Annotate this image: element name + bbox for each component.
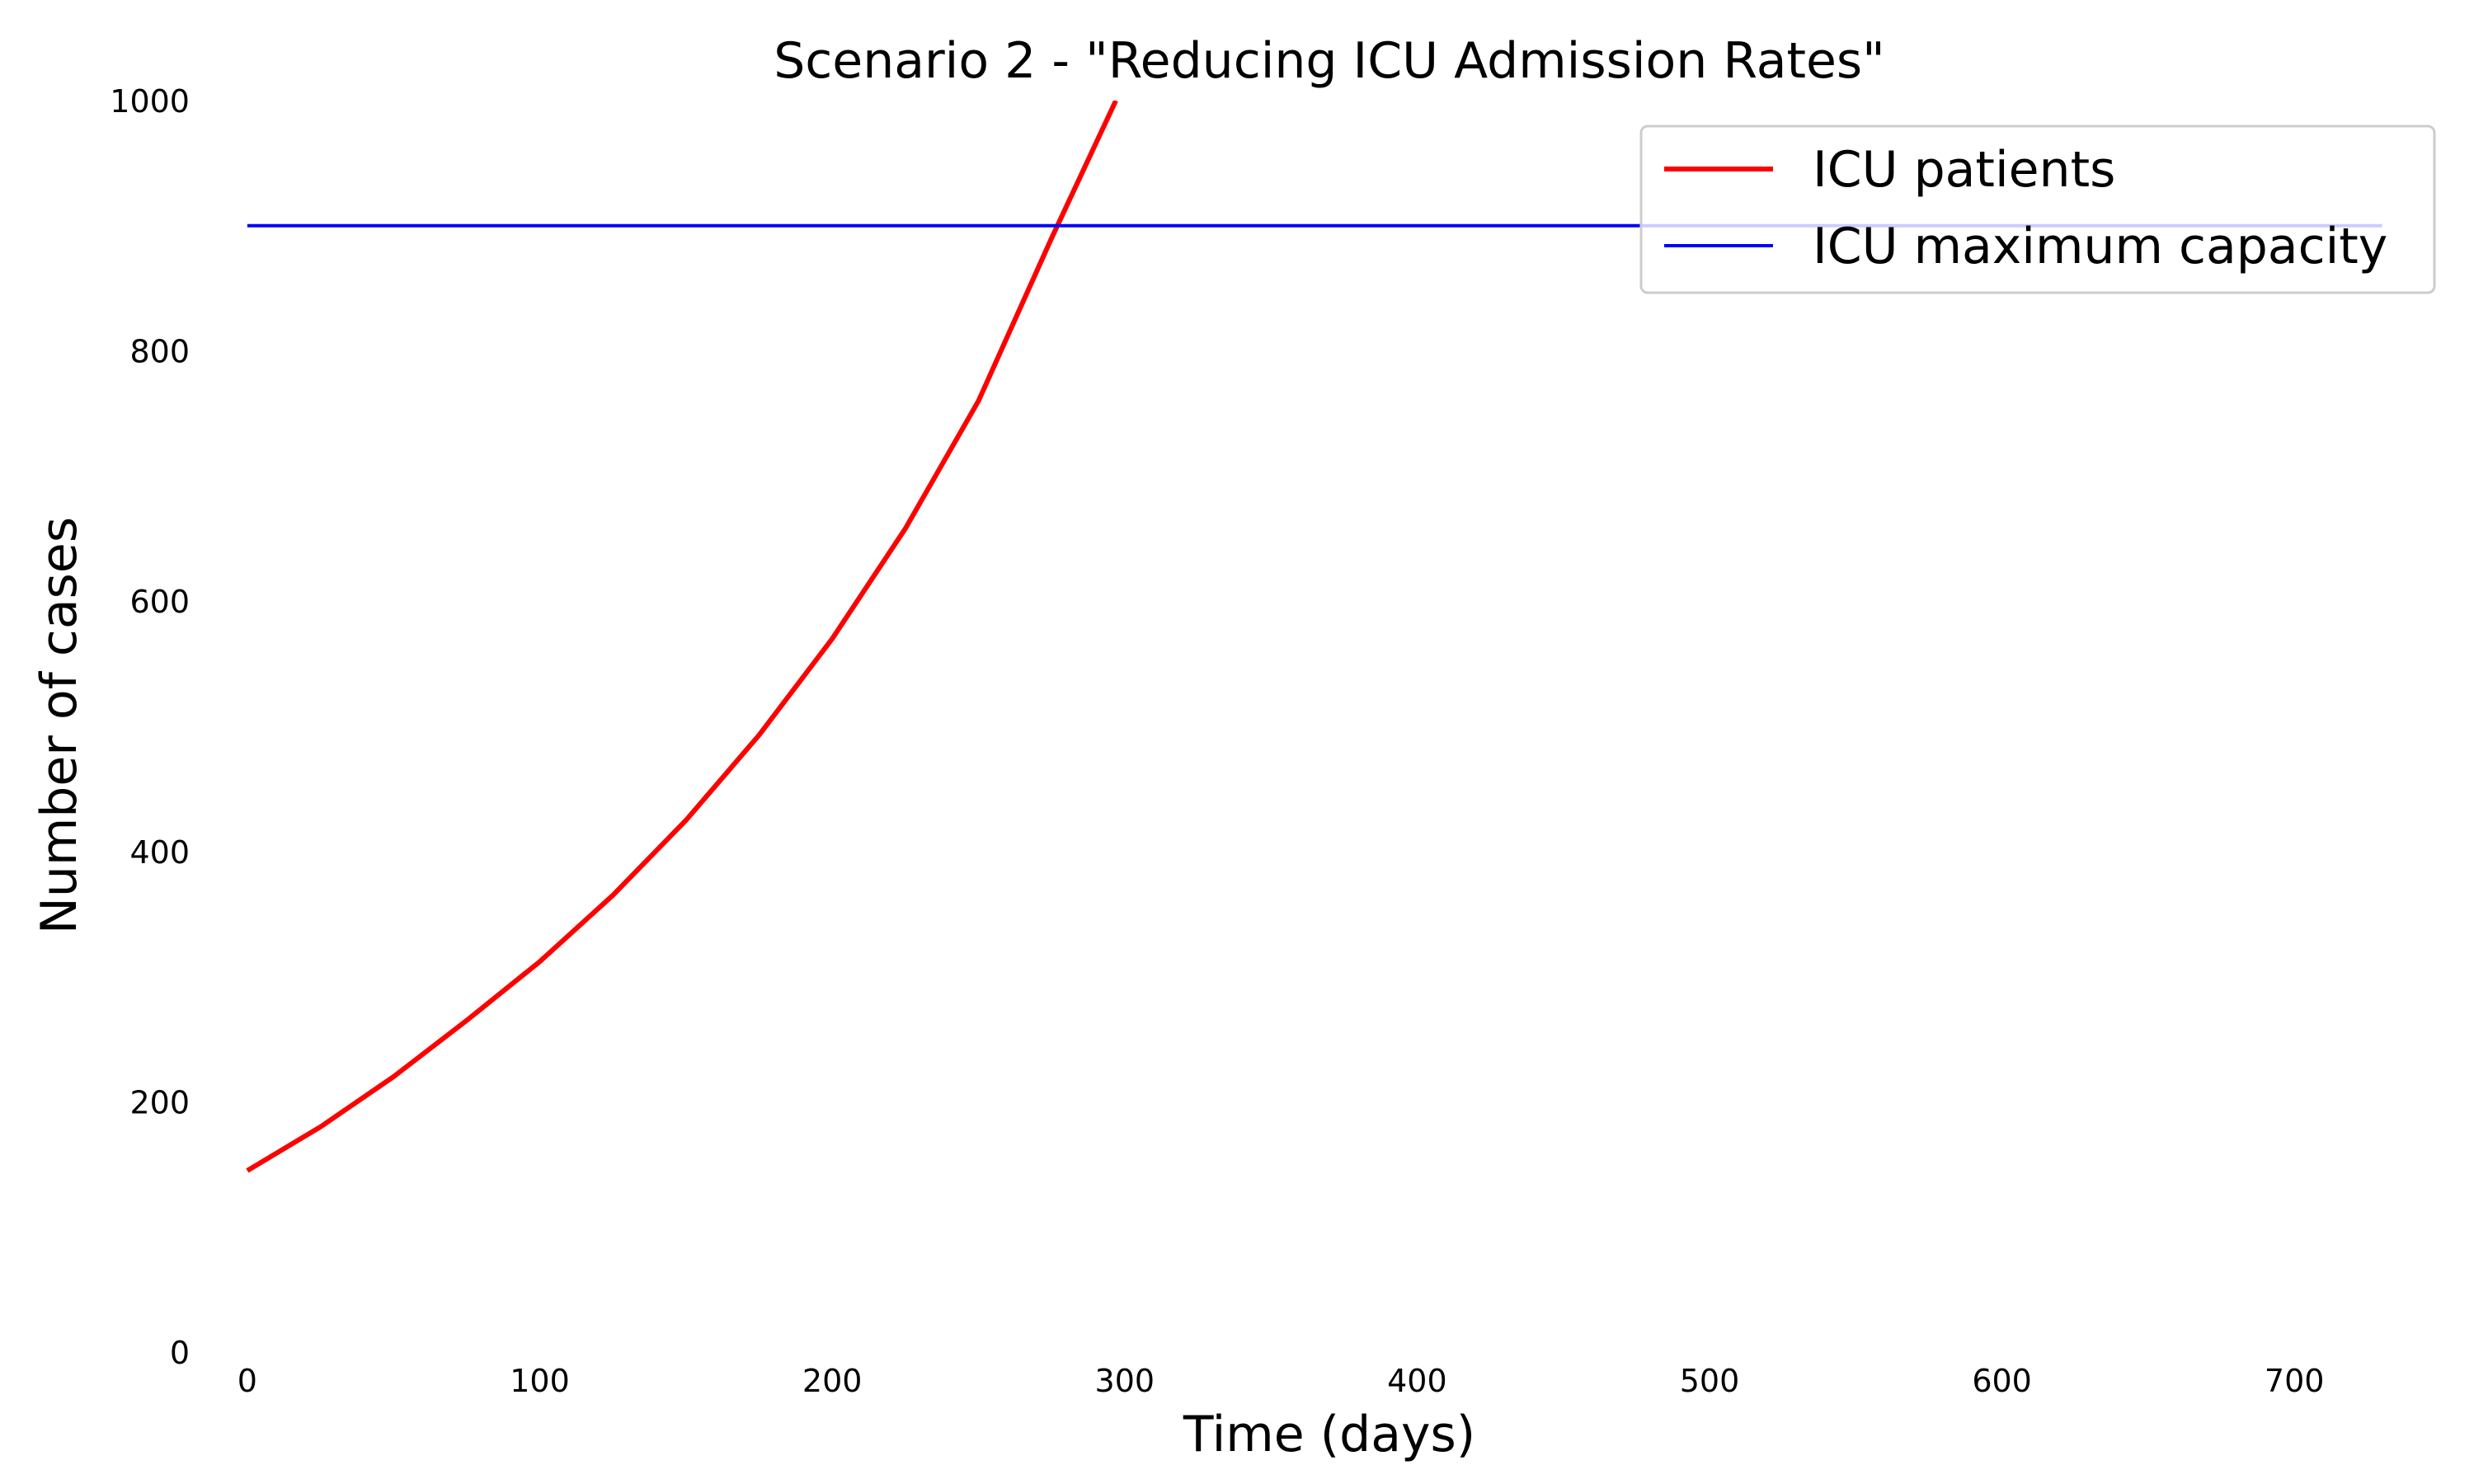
y-tick-label-600: 600 [129,584,190,620]
chart-title: Scenario 2 - "Reducing ICU Admission Rat… [774,32,1885,90]
y-axis-label: Number of cases [31,517,88,934]
legend-box [1639,124,2436,294]
series-line-1 [246,101,1118,1173]
chart-legend: ICU patients ICU maximum capacity [1639,124,2436,294]
y-tick-label-200: 200 [129,1084,190,1120]
y-tick-label-0: 0 [170,1335,190,1371]
x-tick-label-400: 400 [1387,1363,1447,1399]
axis-ticks: 0 100 200 300 400 500 600 700 0 200 400 600 800 1000 [110,83,2324,1399]
legend-label-2: ICU maximum capacity [1813,218,2387,275]
x-tick-label-500: 500 [1680,1363,1740,1399]
x-tick-label-200: 200 [802,1363,863,1399]
y-tick-label-400: 400 [129,834,190,871]
legend-label-1: ICU patients [1813,141,2115,199]
x-tick-label-300: 300 [1095,1363,1155,1399]
y-tick-label-800: 800 [129,334,190,370]
x-tick-label-600: 600 [1972,1363,2032,1399]
x-tick-label-0: 0 [238,1363,257,1399]
x-axis-label: Time (days) [1183,1406,1475,1463]
y-tick-label-1000: 1000 [110,83,190,120]
x-tick-label-700: 700 [2265,1363,2325,1399]
x-tick-label-100: 100 [510,1363,570,1399]
